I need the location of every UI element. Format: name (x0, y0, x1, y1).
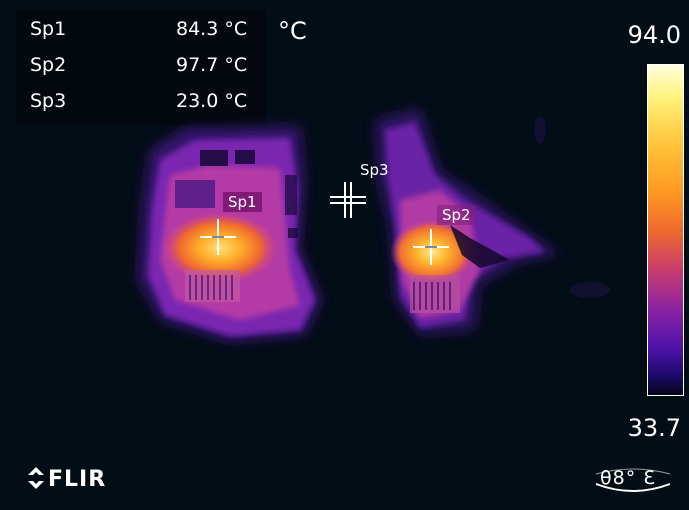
color-scale-bar (647, 64, 684, 396)
scale-min-value: 33.7 (627, 414, 681, 442)
crosshair-centers (212, 236, 437, 248)
lens-label: θ8° Ɛ (600, 467, 656, 489)
spot-label: Sp2 (30, 54, 67, 76)
flir-logo-icon (28, 467, 44, 489)
spot-value: 84.3 °C (176, 18, 248, 40)
logo-text: FLIR (48, 467, 107, 492)
temperature-unit: °C (278, 17, 307, 45)
flir-logo: FLIR (28, 467, 106, 493)
spot-value: 23.0 °C (176, 90, 248, 112)
sp3-crosshair (330, 182, 366, 218)
spot-label: Sp1 (30, 18, 67, 40)
marker-label-sp3: Sp3 (360, 161, 389, 179)
marker-label-sp1: Sp1 (223, 192, 262, 212)
marker-label-sp2: Sp2 (437, 205, 476, 225)
scale-max-value: 94.0 (627, 21, 681, 49)
spot-value: 97.7 °C (176, 54, 248, 76)
lens-icon (595, 468, 671, 492)
spot-label: Sp3 (30, 90, 67, 112)
